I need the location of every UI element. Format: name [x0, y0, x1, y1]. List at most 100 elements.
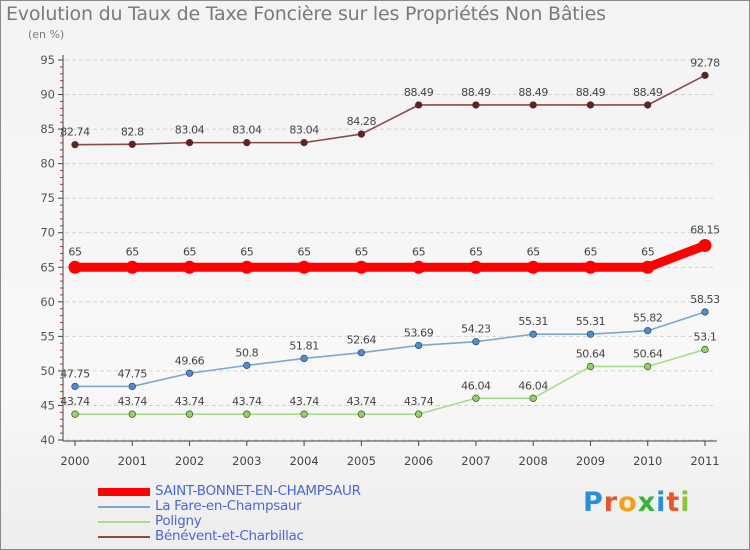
data-label: 54.23: [461, 323, 491, 336]
data-label: 65: [412, 245, 426, 258]
data-label: 65: [641, 245, 655, 258]
series-line: [70, 241, 710, 272]
data-point: [71, 382, 79, 391]
data-point: [357, 410, 365, 418]
series-line: [74, 348, 706, 415]
data-point: [71, 410, 79, 418]
data-label: 83.04: [289, 124, 319, 137]
data-label: 58.53: [690, 293, 720, 306]
data-label: 50.64: [633, 347, 663, 360]
series-saint-bonnet-en-champsaur: 65 65 65 65 65 65 65 65 65 65 65 68.15: [68, 224, 721, 274]
logo-letter: r: [603, 487, 619, 518]
data-point: [412, 260, 426, 274]
y-tick-label: 85: [40, 122, 55, 136]
chart-title: Evolution du Taux de Taxe Foncière sur l…: [6, 3, 606, 25]
data-point: [644, 101, 652, 109]
logo-letter: P: [583, 487, 604, 518]
x-tick-label: 2003: [232, 454, 261, 468]
data-label: 84.28: [347, 115, 377, 128]
data-point: [701, 71, 709, 79]
y-tick-label: 95: [40, 53, 55, 67]
series-line: [74, 74, 706, 146]
legend-swatch: [98, 506, 150, 508]
y-tick-label: 80: [40, 157, 55, 171]
data-point: [185, 410, 194, 418]
data-point: [128, 410, 136, 418]
data-label: 83.04: [232, 124, 262, 137]
data-point: [357, 349, 365, 357]
data-label: 88.49: [404, 86, 434, 99]
legend-label: Bénévent-et-Charbillac: [155, 528, 304, 544]
data-point: [185, 369, 194, 377]
data-label: 88.49: [518, 86, 548, 99]
y-tick-label: 65: [40, 260, 55, 274]
data-point: [243, 139, 251, 147]
data-label: 47.75: [60, 367, 90, 380]
data-label: 65: [240, 245, 254, 258]
y-tick-label: 40: [40, 433, 55, 447]
x-tick-label: 2008: [519, 454, 548, 468]
data-point: [71, 141, 79, 149]
data-label: 47.75: [118, 367, 148, 380]
y-tick-label: 45: [40, 398, 55, 412]
logo-letter: t: [666, 487, 681, 518]
data-point: [472, 101, 480, 109]
data-label: 50.8: [235, 346, 258, 359]
data-point: [472, 394, 480, 402]
data-point: [185, 139, 194, 147]
data-label: 52.64: [347, 334, 377, 347]
x-tick-label: 2007: [461, 454, 490, 468]
data-point: [698, 239, 712, 253]
data-point: [644, 327, 652, 335]
data-point: [128, 382, 136, 391]
data-label: 65: [584, 245, 598, 258]
data-label: 43.74: [60, 395, 90, 408]
y-tick-label: 75: [40, 191, 55, 205]
data-label: 65: [527, 245, 541, 258]
data-label: 43.74: [232, 395, 262, 408]
data-label: 43.74: [289, 395, 319, 408]
x-tick-label: 2004: [289, 454, 318, 468]
x-tick-label: 2009: [576, 454, 605, 468]
data-point: [297, 260, 311, 274]
data-label: 65: [355, 245, 369, 258]
data-point: [644, 362, 652, 371]
series-b-n-vent-et-charbillac: 82.74 82.8 83.04 83.04 83.04 84.28 88.49 88.49 8…: [60, 56, 721, 149]
data-label: 46.04: [518, 379, 548, 392]
legend-swatch: [98, 488, 150, 496]
x-tick-label: 2006: [404, 454, 433, 468]
logo-letter: o: [618, 487, 638, 518]
data-label: 43.74: [118, 395, 148, 408]
legend-label: Poligny: [155, 513, 202, 529]
data-point: [415, 341, 423, 350]
x-tick-label: 2000: [60, 454, 89, 468]
data-point: [300, 354, 308, 363]
data-point: [357, 130, 365, 138]
data-label: 65: [469, 245, 483, 258]
data-point: [300, 410, 308, 418]
data-point: [300, 139, 308, 147]
y-tick-label: 70: [40, 226, 55, 240]
data-label: 82.74: [60, 126, 90, 139]
data-point: [701, 345, 709, 354]
legend-swatch: [98, 536, 150, 538]
y-tick-label: 60: [40, 295, 55, 309]
data-point: [243, 361, 251, 369]
data-point: [68, 260, 82, 274]
y-tick-label: 90: [40, 88, 55, 102]
data-point: [240, 260, 254, 274]
y-axis-unit-label: (en %): [28, 28, 65, 41]
series-line: [74, 311, 706, 388]
data-label: 49.66: [175, 354, 205, 367]
y-tick-label: 55: [40, 329, 55, 343]
data-label: 65: [183, 245, 197, 258]
data-point: [586, 362, 595, 371]
data-point: [586, 330, 595, 338]
data-label: 55.82: [633, 312, 663, 325]
data-point: [415, 410, 423, 418]
data-point: [529, 101, 537, 109]
data-point: [586, 101, 595, 109]
data-point: [354, 260, 368, 274]
data-label: 53.1: [694, 330, 717, 343]
